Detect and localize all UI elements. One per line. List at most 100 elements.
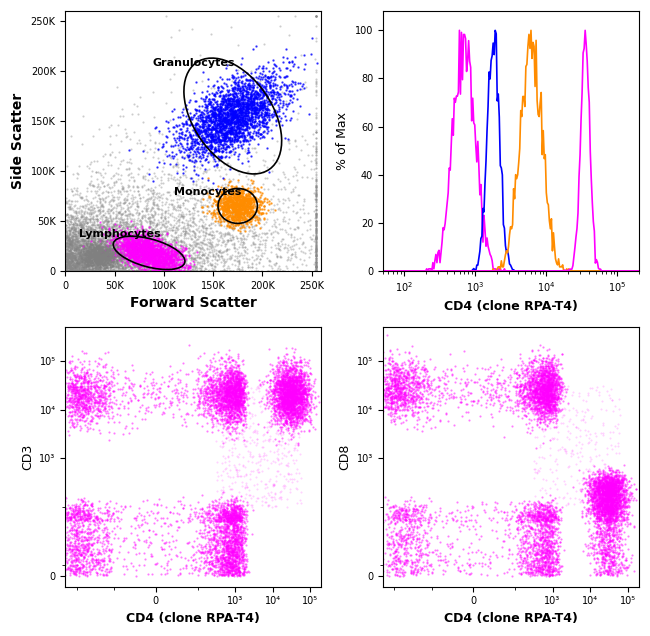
Point [296,412,307,422]
Point [215,394,226,404]
Point [286,417,296,427]
Point [389,374,400,384]
Point [275,205,285,215]
Point [221,424,231,434]
Point [77,560,88,570]
Point [300,413,310,423]
Point [105,266,115,276]
Point [530,562,540,572]
Point [231,197,241,207]
Point [162,259,172,269]
Point [257,100,267,111]
Point [140,235,150,245]
Point [229,88,240,99]
Point [295,394,306,404]
Point [234,507,244,517]
Point [233,522,243,532]
Point [232,513,242,523]
Point [109,252,119,263]
Point [548,384,558,394]
Point [545,414,555,424]
Point [229,389,239,399]
Point [69,266,79,276]
Point [599,501,610,511]
Point [240,223,250,233]
Point [601,477,612,487]
Point [116,255,126,265]
Point [600,459,610,469]
Point [104,225,114,235]
Point [99,252,110,263]
Point [240,441,251,452]
Point [217,396,228,406]
Point [113,257,124,267]
Point [547,511,558,521]
Point [219,501,229,511]
Point [406,567,416,577]
Point [190,134,200,144]
Point [93,244,103,254]
Point [546,404,556,415]
Point [284,373,294,384]
Point [485,557,495,567]
Point [128,252,138,262]
Point [238,204,248,214]
Point [280,380,291,390]
Point [300,409,311,419]
Point [222,556,233,567]
Point [549,392,560,402]
Point [524,418,534,428]
Point [130,246,140,256]
Point [283,88,293,99]
Point [80,390,90,400]
Point [75,263,86,273]
Point [177,217,187,227]
Point [213,132,223,142]
Point [130,230,140,240]
Point [201,225,211,235]
Point [220,200,231,210]
Point [152,260,162,270]
Point [236,515,246,525]
Point [604,551,614,562]
Point [279,391,289,401]
Point [483,371,493,381]
Point [115,266,125,276]
Point [615,496,625,506]
Point [311,266,322,276]
Point [93,358,103,368]
Point [84,163,94,174]
Point [90,239,100,249]
Point [210,541,220,551]
Point [112,253,123,263]
Point [191,189,202,199]
Point [532,420,542,430]
Point [521,392,532,403]
Point [88,245,99,255]
Point [103,256,114,266]
Point [112,258,122,268]
Point [114,253,125,263]
Point [118,230,128,240]
Point [540,500,550,510]
Point [278,385,288,395]
Point [153,249,163,259]
Point [83,396,93,406]
Point [93,179,103,189]
Point [229,107,239,118]
Point [138,242,148,252]
Point [415,564,426,574]
Point [311,245,322,255]
Point [196,135,207,145]
Point [115,158,125,169]
Point [235,540,245,550]
Point [91,560,101,570]
Point [228,387,239,398]
Point [543,535,554,545]
Point [102,240,112,251]
Point [66,417,77,427]
Point [69,511,79,522]
Point [175,204,185,214]
Point [595,478,606,488]
Point [201,550,211,560]
